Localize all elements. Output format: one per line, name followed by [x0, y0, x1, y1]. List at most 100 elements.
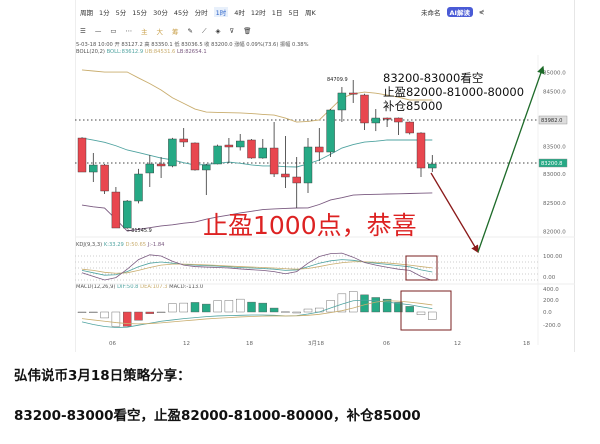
profit-overlay-text: 止盈1000点，恭喜 — [203, 211, 417, 240]
kdj-name: KDJ(9,3,3) — [76, 242, 103, 248]
macd-bar — [394, 302, 403, 313]
boll-lower-line — [81, 192, 433, 232]
boll-info: BOLL(20,2) BOLL:83612.9 UB:84531.6 LB:82… — [76, 49, 207, 55]
candle-body — [360, 94, 369, 124]
macd-bar — [213, 300, 222, 313]
toolbar-right: 未命名 AI解读 ⋞ — [421, 5, 484, 19]
more-icon[interactable]: ⋯ — [125, 27, 132, 35]
low-label: ←81545.9 — [127, 228, 152, 234]
price-tag — [538, 115, 568, 125]
period-7[interactable]: 1时 — [213, 7, 229, 17]
candle-body — [190, 142, 200, 171]
period-3[interactable]: 15分 — [132, 9, 148, 17]
period-8[interactable]: 4时 — [234, 9, 245, 17]
price-tick: 83000.0 — [543, 172, 566, 178]
x-tick: 3月18 — [308, 340, 324, 347]
candlestick-chart[interactable]: 85000.0 84500.0 83500.0 83000.0 82500.0 82000… — [0, 0, 600, 352]
macd-bar — [156, 311, 166, 314]
rect-icon[interactable]: ▭ — [110, 27, 117, 35]
candle-body — [156, 163, 166, 167]
macd-bar — [202, 303, 211, 313]
x-tick: 06 — [383, 341, 390, 347]
boll-upper-line — [81, 69, 433, 123]
macd-highlight-box — [400, 290, 452, 331]
menu-icon[interactable]: ☰ — [80, 27, 86, 35]
x-tick: 12 — [183, 341, 190, 347]
macd-name: MACD(12,26,9) — [76, 284, 116, 290]
trash-icon[interactable]: 🗑 — [243, 27, 252, 35]
ohlc-info: 5-03-18 10:00 开 83127.2 高 83350.1 低 8303… — [76, 42, 309, 48]
indicator-chip[interactable]: 筹 — [171, 28, 179, 36]
period-2[interactable]: 5分 — [115, 9, 127, 17]
ruler-icon[interactable]: ⟋ — [201, 26, 207, 35]
candle-body — [235, 140, 245, 148]
kdj-j-line — [81, 252, 433, 281]
macd-bar — [303, 308, 313, 313]
macd-bar — [326, 300, 335, 313]
macd-bar — [89, 311, 98, 314]
macd-value: MACD:-113.0 — [169, 284, 204, 290]
boll-ub: UB:84531.6 — [144, 49, 176, 55]
macd-tick: 0.0 — [543, 310, 552, 316]
candle-body — [134, 173, 143, 202]
pen-icon[interactable]: ✎ — [187, 27, 193, 35]
price-tag-label: 83982.0 — [541, 118, 562, 124]
macd-bar — [247, 301, 256, 313]
candle-body — [326, 109, 335, 153]
filter-icon[interactable]: ⊽ — [229, 27, 235, 35]
candle-body — [292, 176, 301, 184]
macd-bar — [235, 298, 245, 313]
macd-info: MACD(12,26,9) DIF:50.8 DEA:107.3 MACD:-1… — [76, 284, 203, 290]
drawing-toolbar: ☰ — ▭ ⋯ 主 大 筹 ✎ ⟋ ◈ ⊽ 🗑 — [80, 24, 252, 38]
candle-body — [394, 117, 403, 123]
price-tick: 82500.0 — [543, 201, 566, 207]
macd-tick: 200.0 — [543, 298, 559, 304]
candle-body — [371, 117, 380, 124]
x-tick: 18 — [246, 341, 253, 347]
candle-body — [247, 139, 256, 159]
indicator-big[interactable]: 大 — [156, 28, 163, 36]
period-toolbar: 周期 1分 5分 15分 30分 45分 分时 1时 4时 12时 1日 5日 周K — [80, 5, 316, 19]
period-6[interactable]: 分时 — [194, 9, 208, 17]
layout-name-dropdown[interactable]: 未命名 — [421, 9, 441, 17]
macd-dea: DEA:107.3 — [140, 284, 168, 290]
kdj-tick: 100.00 — [543, 254, 563, 260]
kdj-tick: 0.00 — [543, 275, 556, 281]
period-0[interactable]: 周期 — [80, 9, 93, 17]
period-5[interactable]: 45分 — [173, 9, 189, 17]
kdj-k: K:33.29 — [103, 242, 124, 248]
boll-name: BOLL(20,2) — [76, 49, 105, 55]
candle-body — [258, 147, 267, 159]
macd-bar — [371, 297, 380, 313]
macd-bar — [111, 311, 121, 327]
trading-chart-screenshot: 周期 1分 5分 15分 30分 45分 分时 1时 4时 12时 1日 5日 周K 未命名 AI解读 … — [75, 0, 575, 352]
candle-body — [382, 117, 392, 120]
period-9[interactable]: 12时 — [250, 9, 266, 17]
period-12[interactable]: 周K — [304, 9, 316, 17]
macd-bar — [269, 307, 279, 313]
annotation-line-2: 止盈82000-81000-80000 — [383, 85, 525, 99]
price-tick: 82000.0 — [543, 230, 566, 236]
ai-button[interactable]: AI解读 — [446, 7, 473, 17]
macd-bar — [224, 300, 234, 313]
share-icon[interactable]: ⋞ — [478, 8, 485, 16]
candle-body — [213, 145, 222, 165]
period-11[interactable]: 5日 — [288, 9, 299, 17]
candle-body — [405, 121, 414, 134]
macd-bar — [134, 311, 143, 321]
price-tick: 85000.0 — [543, 71, 566, 77]
candle-body — [337, 92, 347, 111]
indicator-main[interactable]: 主 — [140, 28, 148, 36]
macd-bar — [292, 311, 301, 314]
candle-body — [145, 163, 155, 174]
period-1[interactable]: 1分 — [99, 9, 110, 17]
line-icon[interactable]: — — [94, 27, 102, 35]
period-4[interactable]: 30分 — [153, 9, 168, 17]
period-10[interactable]: 1日 — [271, 9, 283, 17]
candle-body — [281, 173, 290, 178]
magnet-icon[interactable]: ◈ — [215, 27, 221, 35]
candle-body — [349, 92, 358, 95]
kdj-info: KDJ(9,3,3) K:33.29 D:50.65 J:-1.84 — [76, 242, 164, 248]
down-arrow — [430, 172, 479, 254]
macd-bar — [258, 302, 267, 313]
